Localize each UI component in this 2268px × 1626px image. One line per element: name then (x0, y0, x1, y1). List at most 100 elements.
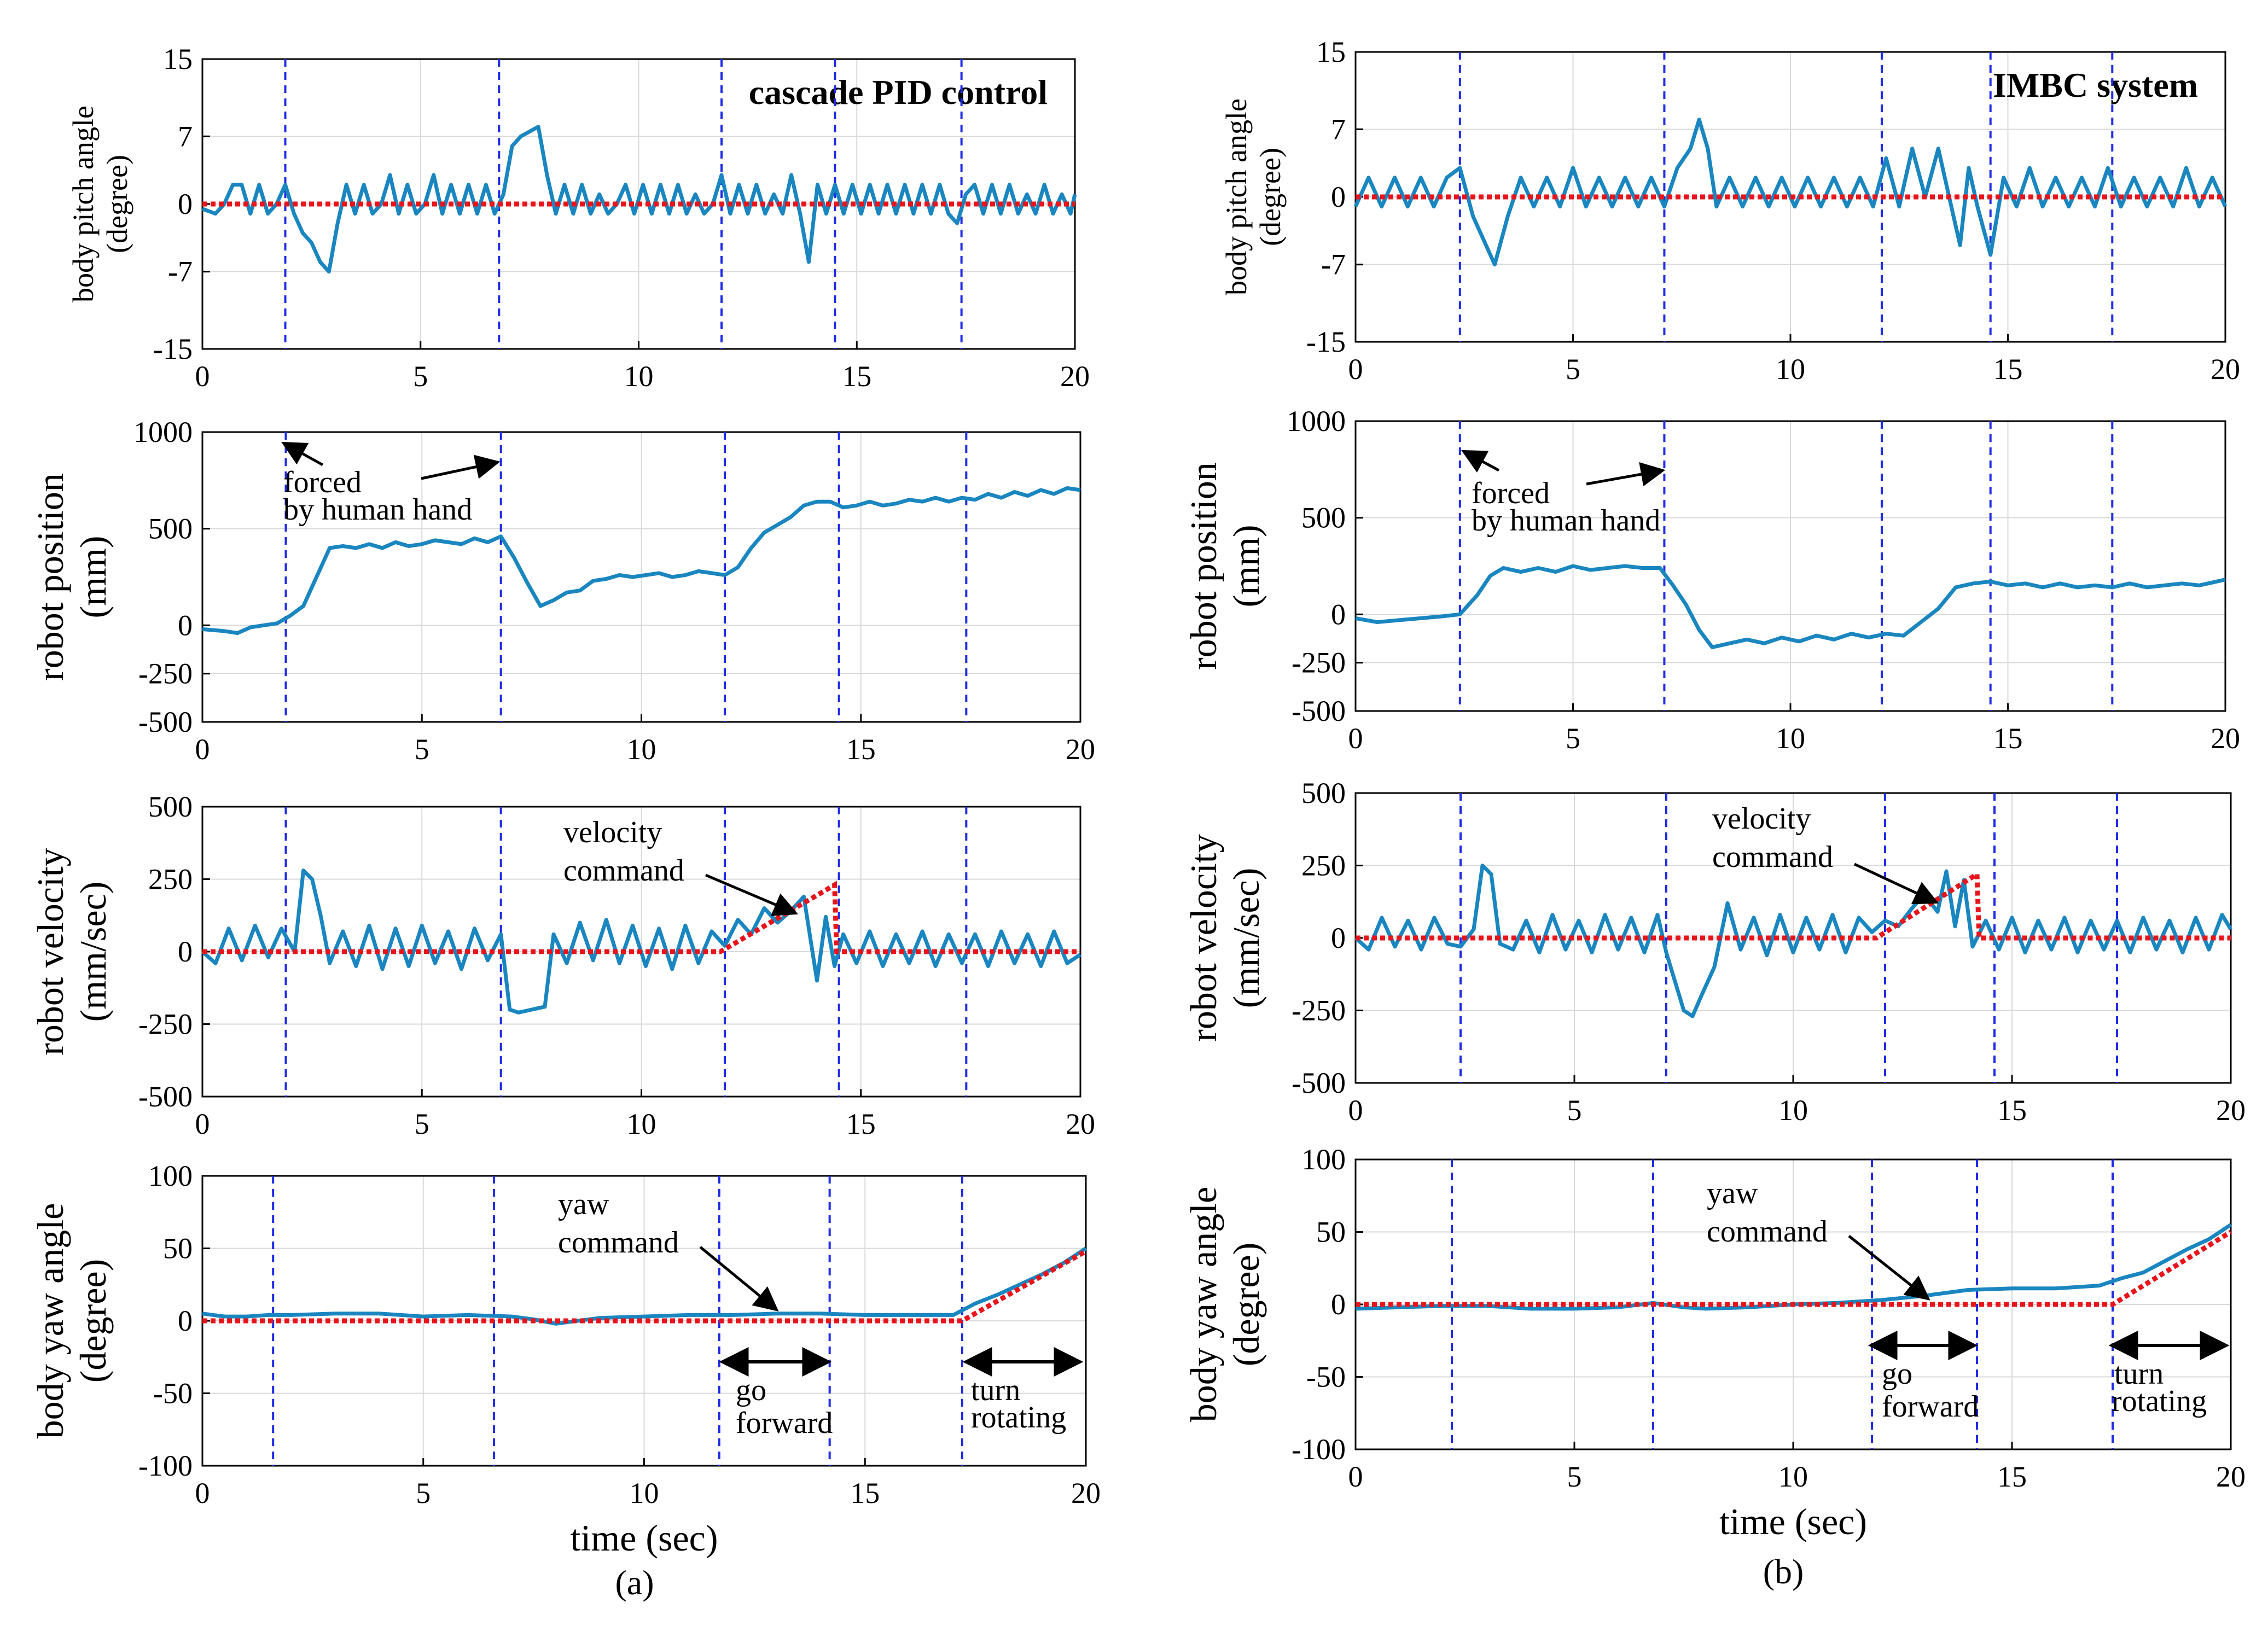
annotations-layer: forced by human hand velocity command ya… (281, 441, 2230, 1602)
go-forward-label-b-2: forward (1882, 1390, 1979, 1424)
chart-panel-2: 0 5 10 15 20 -500 -250 0 250 500 robot velocity(mm… (30, 790, 1095, 1140)
y-tick-label: 0 (178, 188, 193, 220)
y-axis-label-line: robot velocity (30, 848, 71, 1056)
forced-label-b-2: by human hand (1472, 504, 1660, 538)
y-tick-label: 0 (1331, 1288, 1346, 1321)
y-tick-label: -100 (1292, 1433, 1346, 1466)
velocity-command-arrow-a (705, 873, 799, 916)
y-axis-label: body pitch angle(degree) (1220, 98, 1287, 295)
y-tick-label: 500 (1301, 777, 1346, 809)
y-axis-label-line: (degree) (1254, 148, 1287, 246)
y-tick-label: -500 (138, 706, 193, 738)
chart-title: cascade PID control (749, 73, 1048, 112)
caption-a: (a) (615, 1563, 654, 1602)
x-tick-label: 15 (1993, 722, 2023, 755)
y-tick-label: 15 (163, 43, 193, 75)
x-tick-label: 0 (1348, 1460, 1363, 1493)
go-forward-label-a-2: forward (736, 1406, 833, 1440)
y-tick-label: 500 (1301, 502, 1346, 534)
x-tick-label: 5 (413, 360, 428, 393)
forced-arrow-b-right (1586, 462, 1666, 487)
x-tick-label: 5 (415, 1108, 429, 1140)
x-tick-label: 15 (846, 1108, 876, 1140)
y-axis-label-line: (mm) (72, 535, 114, 618)
x-tick-label: 0 (1348, 722, 1363, 755)
chart-panel-3: 0 5 10 15 20 -100 -50 0 50 100 body yaw angle(degr… (30, 1159, 1101, 1559)
y-tick-label: -250 (138, 1008, 193, 1041)
y-tick-label: 0 (1331, 598, 1346, 631)
x-tick-label: 10 (627, 1108, 656, 1140)
x-axis-label: time (sec) (1719, 1501, 1867, 1542)
y-axis-label-line: (mm/sec) (72, 882, 114, 1022)
x-tick-label: 10 (1776, 353, 1805, 386)
x-tick-label: 15 (842, 360, 871, 393)
chart-panel-5: 0 5 10 15 20 -500 -250 0 500 1000 robot position(m… (1183, 405, 2240, 755)
y-axis-label-line: (degree) (72, 1259, 114, 1383)
x-tick-label: 5 (1566, 353, 1580, 386)
x-tick-label: 20 (1066, 1108, 1095, 1140)
x-tick-label: 0 (195, 360, 210, 393)
x-tick-label: 15 (1997, 1460, 2027, 1493)
measured-series-line (1355, 564, 2226, 649)
chart-panel-0: 0 5 10 15 20 -15 -7 0 7 15 body pitch angle(degree… (67, 43, 1090, 393)
y-tick-label: -250 (138, 657, 193, 690)
y-tick-label: 0 (1331, 180, 1346, 213)
turn-rotating-label-b-2: rotating (2112, 1384, 2207, 1418)
measured-series-line (1355, 1223, 2232, 1311)
forced-arrow-b-left (1461, 450, 1500, 473)
y-tick-label: 250 (1301, 849, 1346, 882)
y-tick-label: -15 (153, 333, 193, 365)
chart-panel-4: 0 5 10 15 20 -15 -7 0 7 15 body pitch angle(degree… (1220, 36, 2240, 386)
measured-series-line (1354, 864, 2232, 1018)
y-tick-label: 1000 (1287, 405, 1346, 438)
command-series-line (202, 881, 1080, 954)
y-tick-label: 0 (178, 935, 193, 968)
x-tick-label: 5 (1566, 722, 1580, 755)
y-tick-label: -250 (1292, 646, 1346, 679)
x-tick-label: 0 (195, 1108, 210, 1140)
y-axis-label-line: body pitch angle (1220, 98, 1253, 295)
yaw-command-label-a-1: yaw (558, 1187, 609, 1221)
y-tick-label: 500 (148, 790, 193, 823)
go-forward-label-a-1: go (736, 1373, 766, 1407)
y-tick-label: 0 (1331, 922, 1346, 954)
yaw-command-arrow-b (1848, 1235, 1930, 1301)
y-axis-label-line: (degree) (1225, 1243, 1267, 1366)
turn-rotating-label-a-2: rotating (971, 1401, 1066, 1435)
y-tick-label: -500 (138, 1080, 193, 1113)
x-tick-label: 10 (624, 360, 654, 393)
chart-panel-6: 0 5 10 15 20 -500 -250 0 250 500 robot velocity(mm… (1183, 777, 2246, 1127)
x-tick-label: 0 (1348, 353, 1363, 386)
velocity-command-label-b-1: velocity (1712, 802, 1811, 836)
y-tick-label: 50 (1316, 1216, 1346, 1249)
chart-title: IMBC system (1993, 66, 2198, 104)
go-forward-label-b-1: go (1882, 1357, 1912, 1391)
y-tick-label: -250 (1292, 994, 1346, 1027)
y-axis-label-line: body pitch angle (67, 106, 100, 302)
y-tick-label: 250 (148, 863, 193, 896)
y-tick-label: 7 (178, 120, 193, 153)
y-tick-label: 1000 (133, 416, 193, 448)
y-axis-label-line: robot position (30, 473, 71, 681)
y-axis-label-line: body yaw angle (30, 1203, 71, 1439)
y-tick-label: -50 (153, 1377, 193, 1410)
measured-series-line (1353, 118, 2228, 267)
forced-arrow-a-right (421, 454, 501, 480)
y-axis-label: robot position(mm) (1183, 462, 1267, 670)
x-tick-label: 5 (415, 733, 429, 766)
y-tick-label: 100 (1301, 1143, 1346, 1176)
y-tick-label: 15 (1316, 36, 1346, 68)
x-tick-label: 0 (195, 1477, 210, 1510)
forced-arrow-a-left (281, 441, 324, 467)
y-axis-label-line: (mm/sec) (1225, 868, 1267, 1009)
measured-series-line (202, 486, 1081, 635)
x-tick-label: 20 (1066, 733, 1095, 766)
y-axis-label: body pitch angle(degree) (67, 106, 133, 302)
x-tick-label: 20 (2211, 353, 2240, 386)
x-tick-label: 20 (1071, 1477, 1101, 1510)
velocity-command-arrow-b (1853, 862, 1939, 905)
y-axis-label: robot velocity(mm/sec) (1183, 834, 1267, 1042)
velocity-command-label-b-2: command (1712, 840, 1833, 874)
y-tick-label: -15 (1306, 325, 1346, 358)
